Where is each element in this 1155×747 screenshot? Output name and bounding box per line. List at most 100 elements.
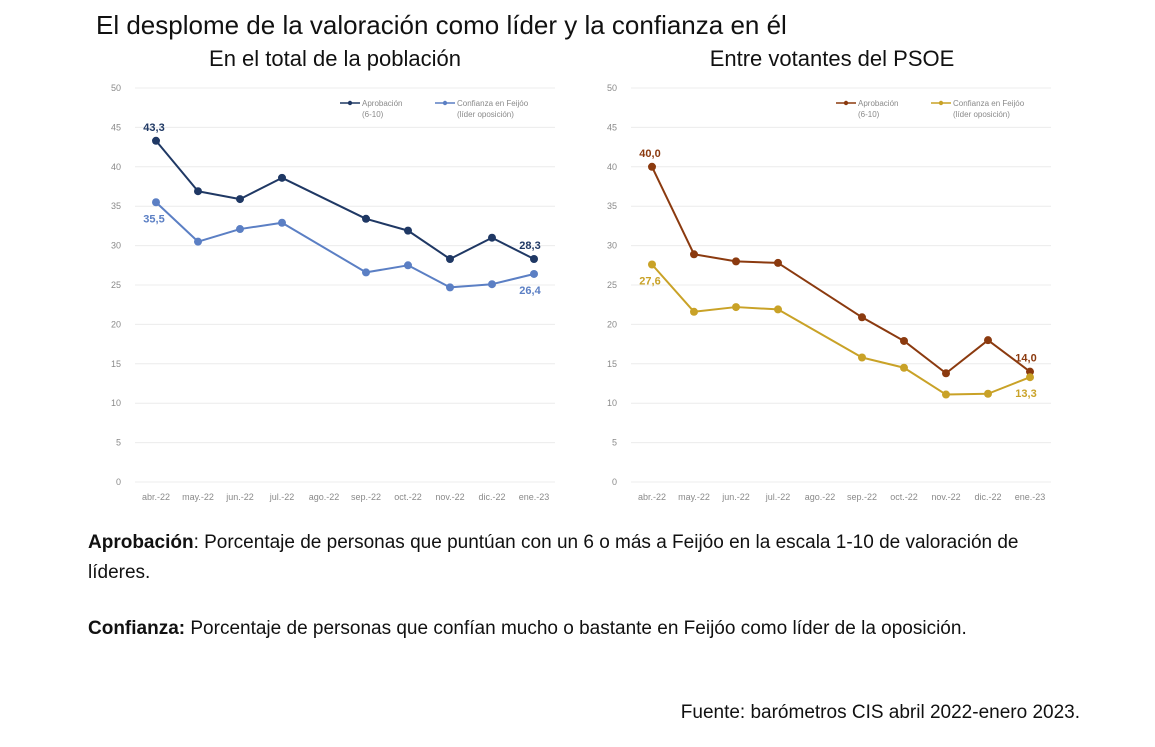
right-chart-data-label: 13,3	[1015, 388, 1036, 400]
left-chart-data-point	[446, 283, 454, 292]
left-chart-legend-label-sub: (6-10)	[362, 110, 384, 119]
right-chart-x-tick-label: oct.-22	[890, 492, 918, 502]
right-chart-y-tick-label: 30	[607, 241, 617, 251]
left-chart-x-tick-label: dic.-22	[478, 492, 505, 502]
note-confianza-term: Confianza:	[88, 618, 186, 639]
left-chart-legend-marker	[442, 100, 448, 106]
right-chart-y-tick-label: 10	[607, 398, 617, 408]
right-chart-legend-marker	[843, 100, 849, 106]
right-chart-data-point	[690, 250, 698, 259]
left-chart-series-line-1	[155, 140, 535, 260]
left-chart-x-tick-label: abr.-22	[142, 492, 170, 502]
left-chart-y-tick-label: 5	[116, 438, 121, 448]
left-chart-y-tick-label: 20	[111, 319, 121, 329]
right-chart-data-point	[1026, 373, 1034, 382]
right-chart-y-tick-label: 0	[612, 477, 617, 487]
left-chart-x-tick-label: ago.-22	[309, 492, 340, 502]
right-chart-data-point	[984, 336, 992, 345]
right-chart-title: Entre votantes del PSOE	[709, 46, 955, 71]
left-chart-title: En el total de la población	[209, 46, 461, 71]
right-chart-data-point	[900, 363, 908, 372]
left-chart-data-point	[530, 269, 538, 278]
source-note: Fuente: barómetros CIS abril 2022-enero …	[680, 702, 1080, 723]
right-chart-y-tick-label: 20	[607, 319, 617, 329]
right-chart-y-tick-label: 45	[607, 122, 617, 132]
note-confianza: Confianza: Porcentaje de personas que co…	[88, 614, 1078, 644]
right-chart-data-point	[774, 258, 782, 267]
right-chart-x-tick-label: jun.-22	[721, 492, 750, 502]
left-chart-data-point	[194, 237, 202, 246]
right-chart-data-point	[984, 389, 992, 398]
note-aprobacion-text: : Porcentaje de personas que puntúan con…	[88, 532, 1019, 583]
left-chart-legend-label-sub: (líder oposición)	[457, 110, 514, 119]
right-chart-x-tick-label: abr.-22	[638, 492, 666, 502]
right-chart-legend-label-sub: (líder oposición)	[953, 110, 1010, 119]
right-chart-series-line-1	[651, 166, 1031, 375]
right-chart-data-point	[648, 260, 656, 269]
right-chart-legend-label-sub: (6-10)	[858, 110, 880, 119]
left-chart-y-tick-label: 35	[111, 201, 121, 211]
left-chart-data-label: 35,5	[143, 213, 164, 225]
right-chart-y-tick-label: 35	[607, 201, 617, 211]
left-chart-x-tick-label: ene.-23	[519, 492, 550, 502]
right-chart-x-tick-label: ene.-23	[1015, 492, 1046, 502]
note-aprobacion: Aprobación: Porcentaje de personas que p…	[88, 528, 1078, 588]
right-chart-data-point	[942, 390, 950, 399]
left-chart-data-point	[488, 280, 496, 289]
left-chart-data-point	[404, 261, 412, 270]
right-chart-x-tick-label: ago.-22	[805, 492, 836, 502]
left-chart-data-point	[194, 187, 202, 196]
right-chart-data-point	[648, 162, 656, 171]
right-chart-data-label: 27,6	[639, 276, 660, 288]
left-chart-data-point	[278, 218, 286, 227]
left-chart-data-label: 28,3	[519, 240, 540, 252]
right-chart-y-tick-label: 25	[607, 280, 617, 290]
main-title: El desplome de la valoración como líder …	[96, 10, 787, 40]
right-chart-legend-marker	[938, 100, 944, 106]
left-chart-data-point	[236, 195, 244, 204]
left-chart-legend-label: Aprobación	[362, 99, 402, 108]
note-confianza-text: Porcentaje de personas que confían mucho…	[185, 618, 967, 639]
right-chart-legend-label: Confianza en Feijóo	[953, 99, 1025, 108]
right-chart-data-point	[858, 313, 866, 322]
right-chart-data-point	[732, 257, 740, 266]
left-chart-data-label: 26,4	[519, 285, 541, 297]
left-chart-x-tick-label: sep.-22	[351, 492, 381, 502]
left-chart-y-tick-label: 0	[116, 477, 121, 487]
right-chart-legend-label: Aprobación	[858, 99, 898, 108]
left-chart-legend-label: Confianza en Feijóo	[457, 99, 529, 108]
note-aprobacion-term: Aprobación	[88, 532, 194, 553]
left-chart-data-point	[152, 198, 160, 207]
left-chart-x-tick-label: nov.-22	[435, 492, 464, 502]
right-chart-data-label: 40,0	[639, 148, 660, 160]
right-chart-x-tick-label: nov.-22	[931, 492, 960, 502]
left-chart-data-point	[446, 254, 454, 263]
left-chart-y-tick-label: 40	[111, 162, 121, 172]
left-chart-data-point	[236, 225, 244, 234]
right-chart-series-line-2	[651, 263, 1031, 396]
right-chart-x-tick-label: jul.-22	[765, 492, 791, 502]
left-chart-data-point	[530, 254, 538, 263]
right-chart-y-tick-label: 50	[607, 83, 617, 93]
right-chart-data-point	[732, 303, 740, 312]
right-chart-data-point	[942, 369, 950, 378]
right-chart-x-tick-label: sep.-22	[847, 492, 877, 502]
right-chart-data-point	[774, 305, 782, 314]
left-chart-y-tick-label: 15	[111, 359, 121, 369]
left-chart-data-point	[404, 226, 412, 235]
left-chart-x-tick-label: oct.-22	[394, 492, 422, 502]
left-chart-data-label: 43,3	[143, 122, 164, 134]
right-line-chart: 0 5 10 15 20 25 30 35 40 45 50 abr.-22 may.-22 jun.-2…	[607, 83, 1051, 502]
left-chart-y-tick-label: 10	[111, 398, 121, 408]
right-chart-x-tick-label: dic.-22	[974, 492, 1001, 502]
left-chart-data-point	[362, 268, 370, 277]
left-chart-legend-marker	[347, 100, 353, 106]
right-chart-y-tick-label: 15	[607, 359, 617, 369]
left-chart-x-tick-label: may.-22	[182, 492, 214, 502]
right-chart-y-tick-label: 5	[612, 438, 617, 448]
right-chart-data-point	[900, 336, 908, 345]
right-chart-x-tick-label: may.-22	[678, 492, 710, 502]
right-chart-data-label: 14,0	[1015, 353, 1036, 365]
left-chart-data-point	[362, 214, 370, 223]
right-chart-data-point	[1026, 367, 1034, 376]
